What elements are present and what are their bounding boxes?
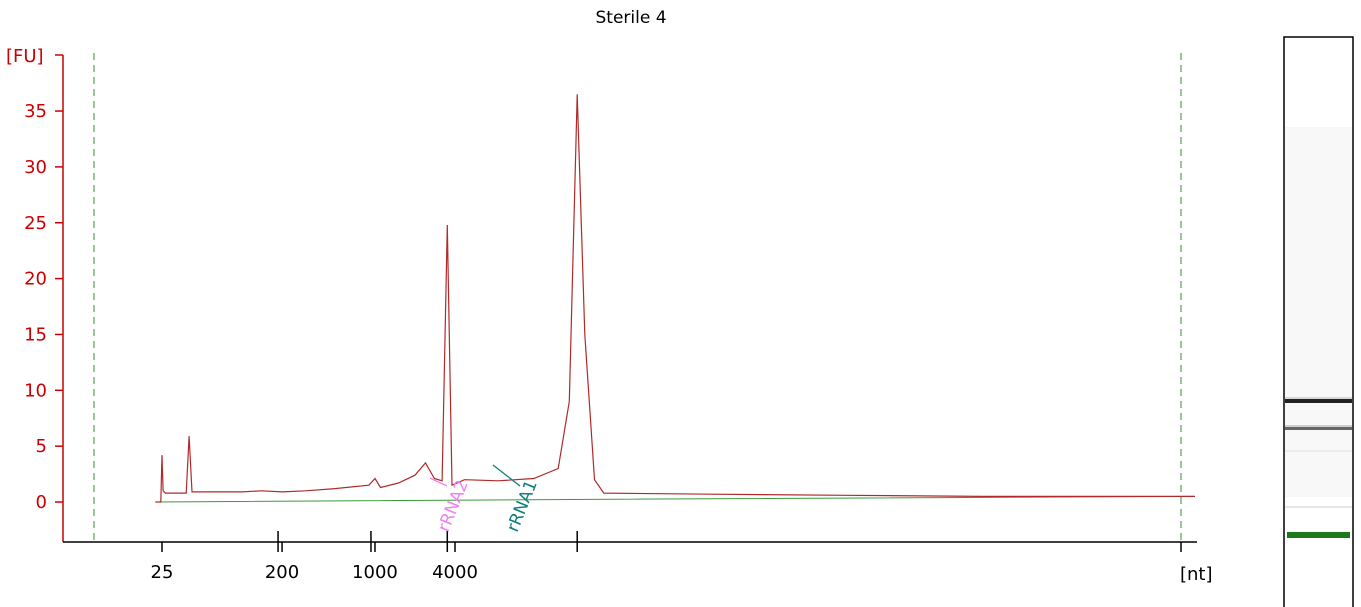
lane-band-halo: [1285, 425, 1352, 428]
rrna2-label: rRNA2: [434, 477, 473, 535]
x-axis-label: [nt]: [1180, 564, 1213, 585]
rrna1-boundary-line: [492, 464, 521, 487]
y-tick-label: 10: [24, 380, 47, 401]
y-tick-label: 0: [36, 492, 47, 513]
y-tick-label: 35: [24, 101, 47, 122]
plot-area: 0 5 10 15 20 25 30 35 25 200 1000 4000 rRNA2 rRNA1: [24, 53, 1197, 583]
lane-band-rrna2: [1285, 427, 1352, 430]
gel-lane: [1283, 36, 1354, 607]
y-tick-label: 15: [24, 324, 47, 345]
lane-band-faint: [1285, 450, 1352, 452]
lane-band-faint: [1285, 506, 1352, 508]
y-tick-label: 25: [24, 213, 47, 234]
rrna2-boundary-line: [429, 477, 448, 487]
x-tick-label: 4000: [432, 562, 478, 583]
electropherogram-trace: [155, 94, 1195, 503]
lane-marker-band: [1287, 532, 1350, 538]
y-tick-label: 5: [36, 436, 47, 457]
x-tick-label: 25: [151, 562, 174, 583]
y-tick-label: 20: [24, 269, 47, 290]
baseline-line: [155, 495, 1196, 503]
rrna1-label: rRNA1: [503, 477, 542, 535]
lane-band-rrna1: [1285, 399, 1352, 403]
chart-title: Sterile 4: [595, 8, 666, 28]
y-tick-label: 30: [24, 157, 47, 178]
x-tick-label: 1000: [352, 562, 398, 583]
lane-background: [1285, 127, 1352, 497]
x-tick-label: 200: [265, 562, 299, 583]
y-axis-label: [FU]: [6, 46, 44, 67]
